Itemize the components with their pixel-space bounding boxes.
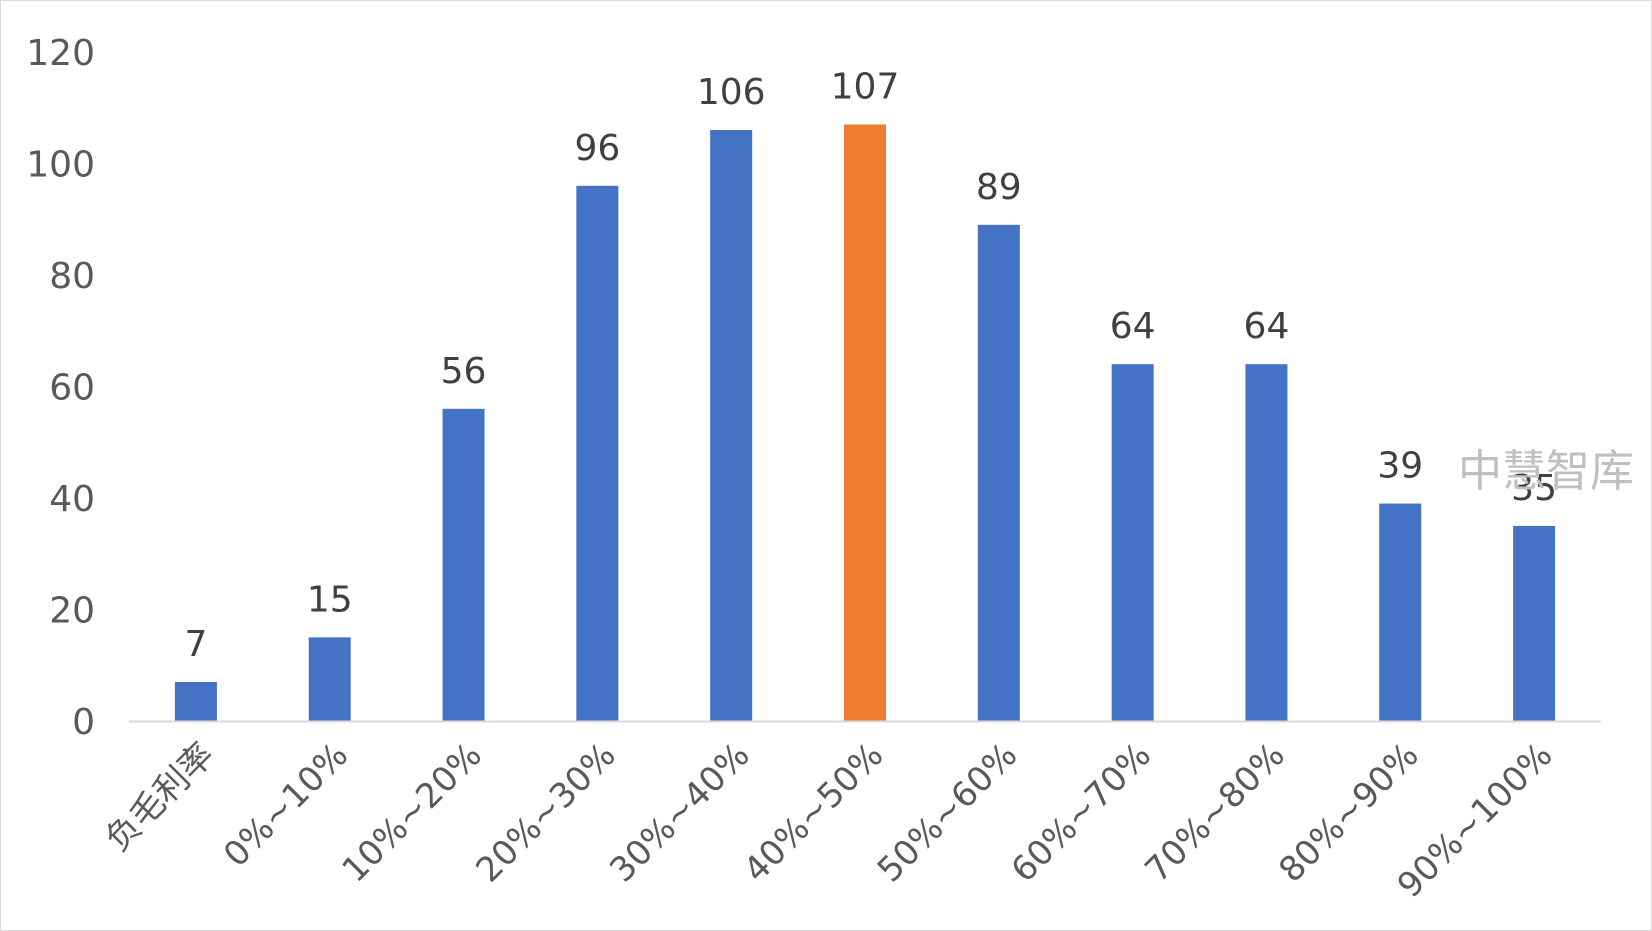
x-category-label-2: 10%~20% bbox=[335, 735, 490, 890]
data-label-4: 106 bbox=[697, 72, 766, 113]
bar-10 bbox=[1513, 525, 1556, 721]
x-category-label-0: 负毛利率 bbox=[98, 735, 222, 859]
data-label-10: 35 bbox=[1511, 468, 1557, 509]
bar-5 bbox=[844, 124, 886, 722]
data-label-9: 39 bbox=[1377, 446, 1423, 487]
x-category-label-6: 50%~60% bbox=[870, 735, 1025, 890]
data-label-1: 15 bbox=[307, 579, 353, 620]
data-label-3: 96 bbox=[574, 128, 620, 169]
x-category-label-7: 60%~70% bbox=[1004, 735, 1159, 890]
y-tick-label: 100 bbox=[26, 145, 95, 186]
x-category-label-3: 20%~30% bbox=[468, 735, 623, 890]
y-tick-label: 0 bbox=[72, 702, 95, 743]
data-label-2: 56 bbox=[441, 351, 487, 392]
y-axis-ticks: 0 20 40 60 80 100 120 bbox=[26, 33, 95, 743]
data-labels: 7 15 56 96 106 107 89 64 64 39 35 bbox=[184, 66, 1557, 665]
y-tick-label: 40 bbox=[49, 479, 95, 520]
bar-0 bbox=[174, 681, 217, 721]
data-label-7: 64 bbox=[1110, 306, 1156, 347]
bar-2 bbox=[442, 408, 485, 721]
x-category-label-4: 30%~40% bbox=[602, 735, 757, 890]
x-category-label-5: 40%~50% bbox=[736, 735, 891, 890]
bar-7 bbox=[1111, 364, 1154, 721]
bar-3 bbox=[576, 185, 619, 722]
data-label-0: 7 bbox=[184, 624, 207, 665]
x-axis-category-labels: 负毛利率0%~10%10%~20%20%~30%30%~40%40%~50%50… bbox=[98, 735, 1561, 906]
data-label-5: 107 bbox=[831, 66, 900, 107]
x-category-label-8: 70%~80% bbox=[1138, 735, 1293, 890]
x-category-label-1: 0%~10% bbox=[216, 735, 356, 875]
bars bbox=[174, 124, 1556, 722]
y-tick-label: 60 bbox=[49, 368, 95, 409]
bar-8 bbox=[1245, 364, 1288, 721]
bar-1 bbox=[308, 637, 351, 721]
watermark-text: 中慧智库 bbox=[1458, 446, 1634, 497]
y-tick-label: 80 bbox=[49, 256, 95, 297]
y-tick-label: 120 bbox=[26, 33, 95, 74]
bar-4 bbox=[710, 130, 753, 722]
bar-9 bbox=[1379, 503, 1422, 721]
y-tick-label: 20 bbox=[49, 591, 95, 632]
bar-6 bbox=[977, 224, 1020, 721]
data-label-8: 64 bbox=[1244, 306, 1290, 347]
data-label-6: 89 bbox=[976, 167, 1022, 208]
